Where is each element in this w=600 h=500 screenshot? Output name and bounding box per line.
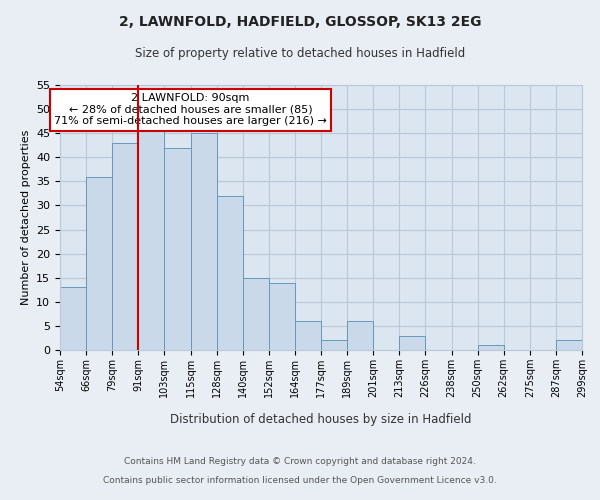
Text: 2, LAWNFOLD, HADFIELD, GLOSSOP, SK13 2EG: 2, LAWNFOLD, HADFIELD, GLOSSOP, SK13 2EG bbox=[119, 15, 481, 29]
Text: Size of property relative to detached houses in Hadfield: Size of property relative to detached ho… bbox=[135, 48, 465, 60]
Bar bbox=[556, 340, 582, 350]
Y-axis label: Number of detached properties: Number of detached properties bbox=[20, 130, 31, 305]
Bar bbox=[347, 321, 373, 350]
Bar bbox=[86, 176, 112, 350]
Bar bbox=[112, 143, 139, 350]
Text: Distribution of detached houses by size in Hadfield: Distribution of detached houses by size … bbox=[170, 412, 472, 426]
Text: 2 LAWNFOLD: 90sqm
← 28% of detached houses are smaller (85)
71% of semi-detached: 2 LAWNFOLD: 90sqm ← 28% of detached hous… bbox=[54, 93, 327, 126]
Bar bbox=[217, 196, 243, 350]
Bar bbox=[400, 336, 425, 350]
Text: Contains public sector information licensed under the Open Government Licence v3: Contains public sector information licen… bbox=[103, 476, 497, 485]
Bar bbox=[295, 321, 321, 350]
Bar bbox=[321, 340, 347, 350]
Bar bbox=[60, 288, 86, 350]
Bar bbox=[269, 282, 295, 350]
Bar bbox=[191, 133, 217, 350]
Bar bbox=[139, 128, 164, 350]
Bar bbox=[243, 278, 269, 350]
Bar bbox=[478, 345, 504, 350]
Text: Contains HM Land Registry data © Crown copyright and database right 2024.: Contains HM Land Registry data © Crown c… bbox=[124, 458, 476, 466]
Bar bbox=[164, 148, 191, 350]
